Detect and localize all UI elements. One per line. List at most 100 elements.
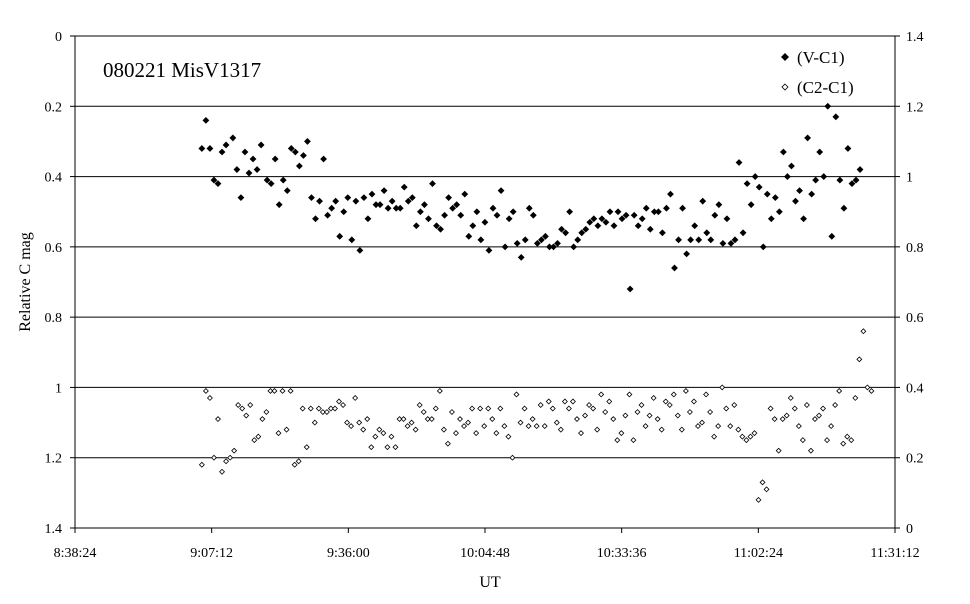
data-point-c2-c1 — [251, 437, 258, 444]
data-point-v-c1 — [469, 222, 477, 230]
data-point-v-c1 — [291, 148, 299, 156]
data-point-c2-c1 — [602, 409, 609, 415]
data-point-c2-c1 — [392, 444, 399, 451]
data-point-v-c1 — [715, 201, 723, 209]
data-point-c2-c1 — [384, 444, 391, 451]
data-point-c2-c1 — [598, 391, 605, 398]
data-point-v-c1 — [421, 201, 428, 209]
data-point-c2-c1 — [529, 416, 536, 423]
data-point-c2-c1 — [828, 423, 835, 430]
data-point-c2-c1 — [650, 395, 657, 401]
data-point-c2-c1 — [461, 423, 468, 430]
data-point-v-c1 — [800, 215, 807, 223]
data-point-v-c1 — [257, 141, 265, 149]
data-point-c2-c1 — [255, 433, 262, 440]
data-point-c2-c1 — [682, 387, 689, 394]
data-point-c2-c1 — [553, 419, 560, 426]
data-point-v-c1 — [816, 148, 824, 156]
data-point-c2-c1 — [416, 402, 423, 408]
x-tick-label: 9:07:12 — [190, 546, 233, 561]
data-point-c2-c1 — [864, 384, 871, 391]
data-point-v-c1 — [384, 204, 392, 212]
data-point-c2-c1 — [231, 447, 238, 454]
data-point-c2-c1 — [711, 433, 718, 440]
data-point-v-c1 — [249, 155, 257, 163]
y2-tick-label: 0 — [906, 522, 913, 537]
data-point-v-c1 — [501, 243, 509, 251]
data-point-c2-c1 — [404, 423, 411, 430]
legend: (V-C1) (C2-C1) — [781, 48, 854, 97]
data-point-c2-c1 — [699, 419, 705, 426]
data-point-c2-c1 — [206, 395, 213, 401]
data-point-c2-c1 — [537, 402, 544, 408]
data-point-v-c1 — [356, 246, 364, 254]
data-point-c2-c1 — [525, 423, 532, 430]
data-point-v-c1 — [449, 204, 457, 212]
data-point-c2-c1 — [816, 412, 822, 419]
data-point-c2-c1 — [352, 395, 359, 401]
data-point-c2-c1 — [719, 384, 726, 391]
data-point-c2-c1 — [202, 387, 209, 394]
data-point-c2-c1 — [594, 426, 601, 433]
data-point-c2-c1 — [578, 430, 584, 437]
data-point-v-c1 — [233, 166, 241, 173]
data-point-v-c1 — [675, 236, 682, 244]
y2-tick-label: 1.2 — [906, 100, 924, 115]
data-point-v-c1 — [546, 243, 553, 251]
data-point-v-c1 — [747, 201, 755, 209]
data-point-c2-c1 — [767, 405, 774, 412]
data-point-v-c1 — [735, 159, 743, 166]
data-point-c2-c1 — [485, 405, 492, 412]
data-point-c2-c1 — [860, 328, 867, 335]
data-point-c2-c1 — [707, 409, 714, 415]
data-point-c2-c1 — [662, 398, 669, 405]
data-point-v-c1 — [687, 236, 695, 244]
x-tick-label: 10:04:48 — [460, 546, 510, 561]
data-point-v-c1 — [304, 138, 311, 145]
y2-tick-label: 1.4 — [906, 30, 924, 45]
y-tick-label: 1.4 — [45, 522, 63, 537]
data-point-v-c1 — [481, 218, 489, 226]
data-point-c2-c1 — [360, 426, 367, 433]
data-point-c2-c1 — [287, 387, 294, 394]
data-point-c2-c1 — [545, 398, 552, 405]
data-point-v-c1 — [550, 243, 557, 251]
data-point-c2-c1 — [247, 402, 254, 408]
data-point-c2-c1 — [775, 447, 782, 454]
data-point-c2-c1 — [420, 409, 427, 415]
data-point-c2-c1 — [557, 426, 564, 433]
data-point-v-c1 — [586, 218, 594, 226]
data-point-c2-c1 — [517, 419, 524, 426]
data-point-v-c1 — [751, 173, 759, 180]
data-point-v-c1 — [263, 176, 271, 184]
data-point-c2-c1 — [332, 405, 338, 412]
data-point-c2-c1 — [533, 423, 540, 430]
data-point-v-c1 — [711, 211, 719, 219]
data-point-v-c1 — [606, 208, 614, 216]
data-point-c2-c1 — [618, 430, 625, 437]
data-point-c2-c1 — [606, 398, 613, 405]
open-diamond-icon — [781, 83, 789, 91]
data-point-c2-c1 — [509, 454, 516, 461]
data-point-c2-c1 — [465, 419, 472, 426]
data-point-c2-c1 — [715, 423, 722, 430]
data-point-v-c1 — [699, 197, 707, 205]
data-point-c2-c1 — [771, 416, 778, 423]
data-point-c2-c1 — [739, 433, 746, 440]
data-point-c2-c1 — [219, 468, 225, 475]
data-point-v-c1 — [703, 229, 711, 237]
data-point-c2-c1 — [686, 409, 693, 415]
data-point-c2-c1 — [513, 391, 520, 398]
data-point-c2-c1 — [323, 409, 330, 415]
data-point-v-c1 — [731, 236, 739, 244]
data-point-v-c1 — [214, 180, 222, 187]
data-point-v-c1 — [509, 208, 517, 216]
data-point-v-c1 — [622, 211, 630, 219]
data-point-c2-c1 — [658, 426, 665, 433]
data-point-c2-c1 — [787, 395, 794, 401]
data-point-v-c1 — [808, 190, 816, 198]
data-point-v-c1 — [820, 173, 828, 180]
y-tick-label: 1.2 — [45, 452, 63, 467]
data-point-v-c1 — [404, 197, 412, 205]
